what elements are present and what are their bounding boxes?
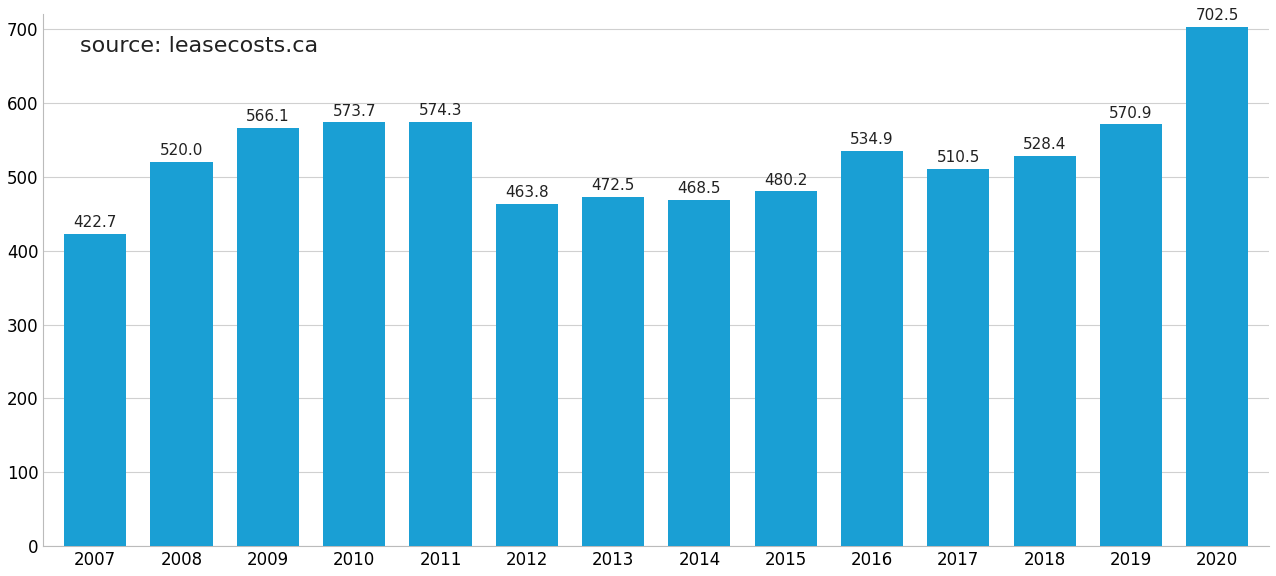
Bar [754, 191, 817, 546]
Text: 528.4: 528.4 [1023, 137, 1067, 152]
Bar [1187, 27, 1248, 546]
Text: 574.3: 574.3 [419, 103, 462, 118]
Bar [151, 162, 213, 546]
Bar [495, 203, 558, 546]
Bar [1013, 156, 1076, 546]
Bar [323, 122, 385, 546]
Text: 520.0: 520.0 [160, 143, 203, 158]
Text: 566.1: 566.1 [246, 109, 290, 124]
Bar [669, 200, 730, 546]
Text: 468.5: 468.5 [678, 181, 721, 196]
Text: 472.5: 472.5 [591, 179, 634, 194]
Text: source: leasecosts.ca: source: leasecosts.ca [80, 36, 318, 55]
Bar [841, 151, 903, 546]
Text: 480.2: 480.2 [764, 173, 808, 188]
Text: 570.9: 570.9 [1109, 106, 1152, 121]
Text: 422.7: 422.7 [74, 215, 117, 230]
Bar [64, 234, 126, 546]
Bar [928, 169, 989, 546]
Bar [1100, 124, 1162, 546]
Text: 463.8: 463.8 [505, 185, 549, 200]
Bar [582, 197, 644, 546]
Text: 702.5: 702.5 [1196, 9, 1239, 24]
Text: 573.7: 573.7 [333, 104, 376, 119]
Bar [410, 122, 472, 546]
Bar [237, 128, 299, 546]
Text: 510.5: 510.5 [937, 150, 980, 165]
Text: 534.9: 534.9 [850, 132, 893, 147]
